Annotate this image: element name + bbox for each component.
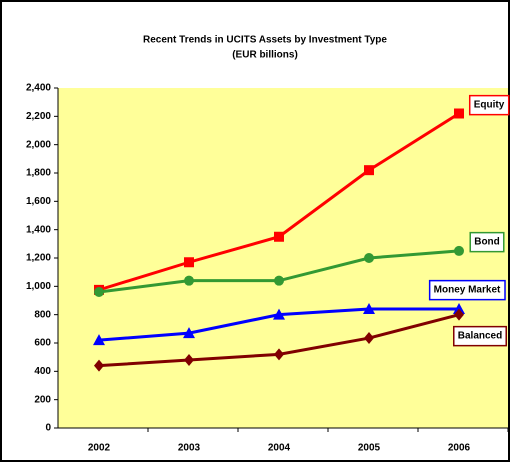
marker bbox=[273, 308, 285, 320]
marker bbox=[184, 354, 194, 366]
marker bbox=[183, 327, 195, 339]
x-tick-label: 2006 bbox=[448, 443, 471, 454]
y-tick-label: 2,200 bbox=[26, 111, 51, 122]
marker bbox=[93, 334, 105, 346]
x-tick-label: 2004 bbox=[268, 443, 291, 454]
legend-label: Money Market bbox=[434, 285, 501, 296]
marker bbox=[184, 275, 194, 286]
marker bbox=[454, 245, 464, 256]
marker bbox=[364, 165, 374, 176]
y-tick-label: 600 bbox=[34, 338, 51, 349]
y-tick-label: 800 bbox=[34, 309, 51, 320]
marker bbox=[363, 303, 375, 314]
legend-box bbox=[469, 231, 505, 253]
y-tick-label: 400 bbox=[34, 366, 51, 377]
marker bbox=[274, 275, 284, 286]
y-tick-label: 2,400 bbox=[26, 83, 51, 94]
marker bbox=[274, 348, 284, 361]
y-tick-label: 0 bbox=[45, 423, 51, 434]
legend-label: Equity bbox=[474, 100, 505, 111]
marker bbox=[454, 308, 464, 321]
y-tick-label: 200 bbox=[34, 394, 51, 405]
y-tick-label: 2,000 bbox=[26, 139, 51, 150]
y-tick-label: 1,600 bbox=[26, 196, 51, 207]
y-tick-label: 1,000 bbox=[26, 281, 51, 292]
marker bbox=[364, 332, 374, 345]
marker bbox=[453, 303, 465, 314]
chart-title: Recent Trends in UCITS Assets by Investm… bbox=[143, 35, 387, 46]
plot-area bbox=[58, 88, 508, 428]
legend-box bbox=[428, 279, 506, 301]
x-tick-label: 2002 bbox=[88, 443, 111, 454]
y-tick-label: 1,800 bbox=[26, 168, 51, 179]
marker bbox=[364, 253, 374, 263]
legend-label: Bond bbox=[474, 237, 500, 248]
legend-box bbox=[453, 325, 507, 347]
marker bbox=[94, 287, 104, 297]
y-tick-label: 1,200 bbox=[26, 253, 51, 264]
marker bbox=[454, 108, 464, 119]
legend-box bbox=[468, 94, 510, 116]
y-tick-label: 1,400 bbox=[26, 224, 51, 235]
marker bbox=[274, 231, 284, 242]
x-tick-label: 2003 bbox=[178, 443, 201, 454]
x-tick-label: 2005 bbox=[358, 443, 381, 454]
marker bbox=[94, 359, 104, 372]
marker bbox=[184, 257, 194, 268]
legend-label: Balanced bbox=[458, 331, 502, 342]
chart-subtitle: (EUR billions) bbox=[232, 50, 298, 61]
